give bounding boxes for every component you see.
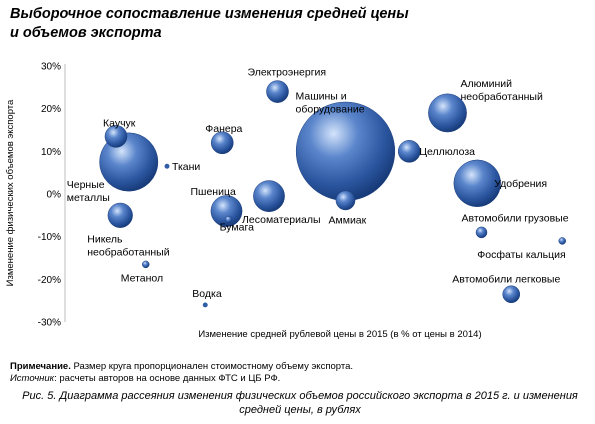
- bubble-никель-необработанный: [107, 202, 133, 228]
- note-text: Размер круга пропорционален стоимостному…: [70, 361, 353, 372]
- bubble-лесоматериалы: [253, 180, 285, 212]
- bubble-label: Никель необработанный: [87, 233, 169, 258]
- y-tick-label: -30%: [38, 318, 61, 329]
- bubble-label: Машины и оборудование: [296, 90, 365, 115]
- caption-line1: Рис. 5. Диаграмма рассеяния изменения фи…: [22, 390, 578, 402]
- bubble-label: Автомобили грузовые: [462, 212, 569, 224]
- bubble-label: Автомобили легковые: [452, 273, 560, 285]
- y-axis-title: Изменение физических объемов экспорта: [5, 99, 16, 286]
- bubble-label: Метанол: [121, 272, 163, 284]
- bubble-целлюлоза: [397, 140, 421, 163]
- bubble-пшеница: [210, 195, 243, 227]
- bubble-label: Удобрения: [494, 178, 547, 190]
- y-tick-label: 30%: [41, 62, 61, 73]
- bubble-каучук: [104, 125, 128, 148]
- source-label: Источник: [10, 373, 55, 384]
- bubble-машины-и-оборудование: [295, 101, 396, 201]
- bubble-ткани: [164, 163, 170, 169]
- y-tick-label: 0%: [47, 190, 62, 201]
- y-tick-label: 20%: [41, 104, 61, 115]
- bubble-label: Ткани: [172, 161, 200, 173]
- bubble-label: Лесоматериалы: [242, 214, 321, 226]
- bubble-удобрения: [453, 159, 501, 207]
- bubble-label: Фанера: [205, 123, 242, 135]
- y-tick-label: -20%: [38, 275, 61, 286]
- bubble-series: [99, 80, 566, 308]
- figure-caption: Рис. 5. Диаграмма рассеяния изменения фи…: [10, 389, 590, 417]
- source-text: : расчеты авторов на основе данных ФТС и…: [54, 373, 281, 384]
- notes: Примечание. Размер круга пропорционален …: [10, 361, 590, 385]
- bubble-labels: Электроэнергия Машины и оборудование Алюмин…: [67, 67, 569, 300]
- bubble-фосфаты-кальция: [558, 237, 566, 245]
- bubble-label: Целлюлоза: [419, 146, 475, 158]
- x-axis-title: Изменение средней рублевой цены в 2015 (…: [198, 329, 481, 340]
- chart-title-line2: и объемов экспорта: [10, 25, 162, 41]
- bubble-label: Пшеница: [191, 186, 236, 198]
- source-line: Источник: расчеты авторов на основе данн…: [10, 373, 590, 385]
- bubble-label: Электроэнергия: [248, 67, 327, 79]
- bubble-label: Аммиак: [329, 214, 367, 226]
- bubble-label: Черные металлы: [67, 179, 110, 204]
- bubble-label: Водка: [192, 288, 222, 300]
- bubble-метанол: [142, 260, 150, 269]
- bubble-алюминий-необработанный: [428, 93, 467, 133]
- note-line: Примечание. Размер круга пропорционален …: [10, 361, 590, 373]
- bubble-label: Фосфаты кальция: [477, 249, 565, 261]
- bubble-бумага: [224, 215, 233, 224]
- bubble-автомобили-легковые: [502, 285, 521, 304]
- y-tick-label: 10%: [41, 147, 61, 158]
- caption-line2: средней цены, в рублях: [239, 404, 361, 416]
- chart-title-line1: Выборочное сопоставление изменения средн…: [10, 6, 409, 22]
- bubble-водка: [202, 302, 208, 308]
- note-label: Примечание.: [10, 361, 71, 372]
- chart-title: Выборочное сопоставление изменения средн…: [10, 5, 430, 43]
- bubble-label: Бумага: [220, 222, 254, 234]
- bubble-автомобили-грузовые: [475, 226, 488, 239]
- bubble-фанера: [210, 131, 234, 155]
- bubble-label: Алюминий необработанный: [461, 78, 543, 103]
- bubble-аммиак: [335, 190, 356, 211]
- y-tick-labels: 30% 20% 10% 0% -10% -20% -30%: [38, 62, 61, 329]
- bubble-label: Каучук: [103, 117, 136, 129]
- bubble-электроэнергия: [266, 80, 289, 103]
- bubble-chart: 30% 20% 10% 0% -10% -20% -30% Изменение физиче…: [5, 62, 569, 341]
- y-tick-label: -10%: [38, 232, 61, 243]
